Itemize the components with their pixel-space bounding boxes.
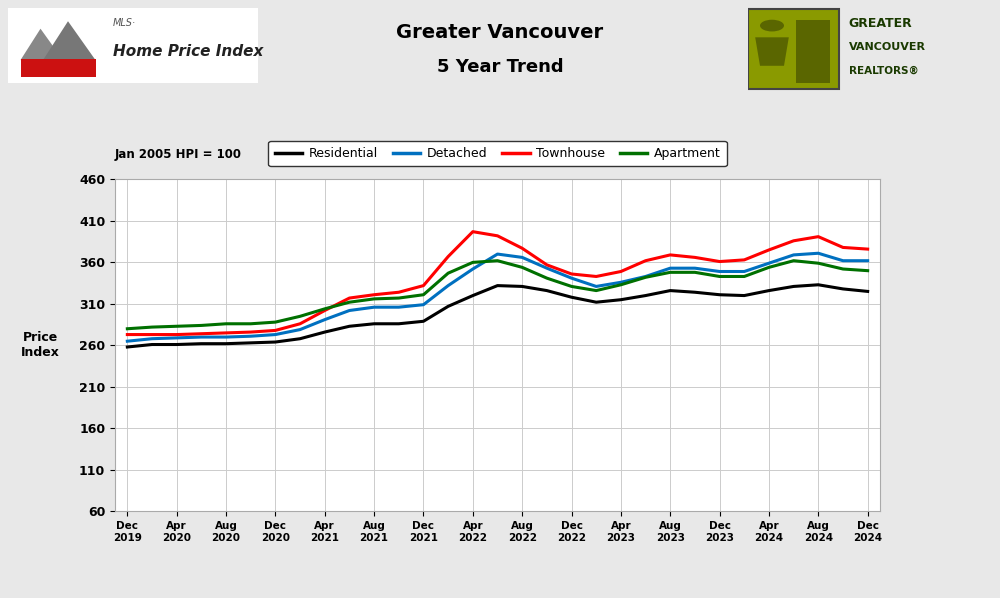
Y-axis label: Price
Index: Price Index — [21, 331, 60, 359]
Polygon shape — [755, 37, 789, 66]
Legend: Residential, Detached, Townhouse, Apartment: Residential, Detached, Townhouse, Apartm… — [268, 141, 727, 166]
FancyBboxPatch shape — [748, 9, 839, 89]
Polygon shape — [43, 22, 96, 60]
Text: Jan 2005 HPI = 100: Jan 2005 HPI = 100 — [115, 148, 242, 161]
Text: MLS·: MLS· — [113, 18, 136, 28]
Polygon shape — [20, 29, 63, 60]
Ellipse shape — [760, 20, 784, 32]
Text: VANCOUVER: VANCOUVER — [849, 42, 926, 53]
Text: 5 Year Trend: 5 Year Trend — [437, 58, 563, 76]
Text: Greater Vancouver: Greater Vancouver — [396, 23, 604, 42]
FancyBboxPatch shape — [3, 7, 263, 84]
Polygon shape — [20, 59, 96, 77]
Text: GREATER: GREATER — [849, 17, 913, 30]
FancyBboxPatch shape — [796, 20, 830, 83]
Text: Home Price Index: Home Price Index — [113, 44, 263, 59]
Text: REALTORS®: REALTORS® — [849, 66, 919, 76]
